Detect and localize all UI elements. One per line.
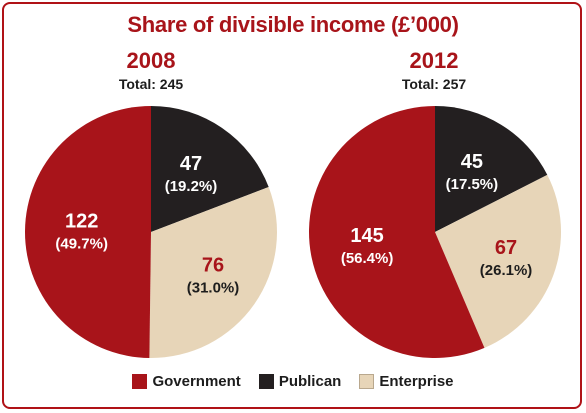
pie-slice-2008-publican [151,106,269,232]
slice-percent-label-2012-enterprise: (26.1%) [480,262,533,279]
legend-swatch-government [132,374,148,389]
legend-label-government: Government [152,373,241,390]
slice-value-label-2008-government: 122 [65,211,98,233]
pie-slice-2008-enterprise [149,186,278,359]
pie-slice-2012-enterprise [435,174,561,348]
slice-percent-label-2008-publican: (19.2%) [165,178,218,195]
pie-slice-2012-government [309,106,485,358]
pie-slice-2012-publican [435,106,548,232]
legend-swatch-enterprise [359,374,375,389]
slice-percent-label-2008-enterprise: (31.0%) [187,279,240,296]
slice-percent-label-2012-government: (56.4%) [341,250,394,267]
legend-label-enterprise: Enterprise [379,373,454,390]
slice-value-label-2012-government: 145 [350,225,383,247]
total-label-2008: Total: 245 [118,76,184,92]
legend-item-enterprise: Enterprise [359,373,454,390]
chart-title: Share of divisible income (£’000) [127,12,459,37]
slice-value-label-2008-enterprise: 76 [202,254,224,276]
year-label-2012: 2012 [409,48,459,73]
slice-value-label-2012-enterprise: 67 [495,237,517,259]
legend-item-publican: Publican [258,373,342,390]
slice-percent-label-2008-government: (49.7%) [55,236,108,253]
slice-value-label-2012-publican: 45 [461,151,483,173]
pie-slice-2008-government [24,105,152,358]
legend-item-government: Government [132,373,241,390]
year-label-2008: 2008 [126,48,176,73]
legend-label-publican: Publican [278,373,342,390]
slice-value-label-2008-publican: 47 [180,153,202,175]
total-label-2012: Total: 257 [401,76,467,92]
slice-percent-label-2012-publican: (17.5%) [446,176,499,193]
legend: Government Publican Enterprise [0,373,586,390]
legend-swatch-publican [258,374,274,389]
